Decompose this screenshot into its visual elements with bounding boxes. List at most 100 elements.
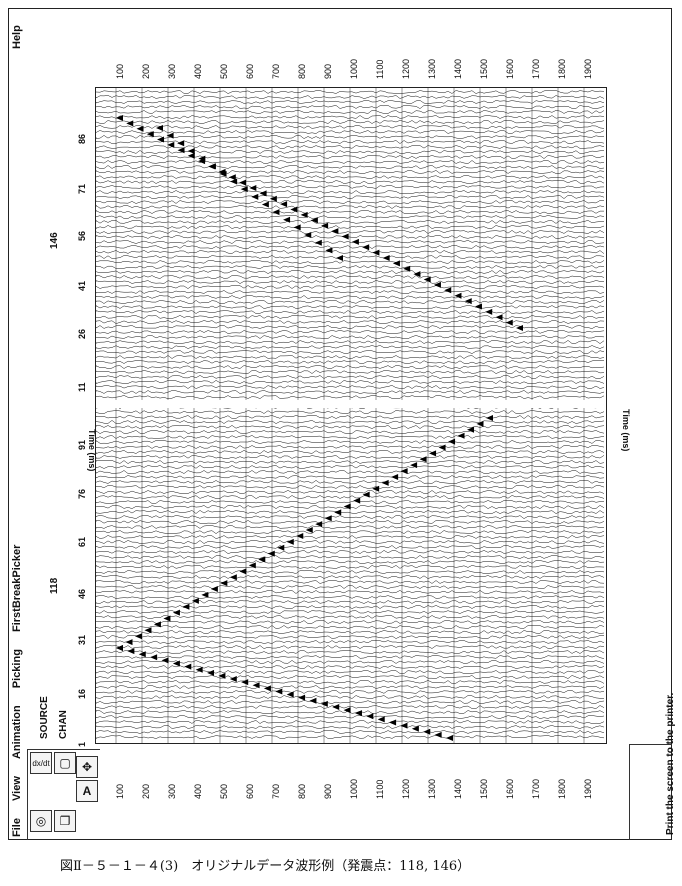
time-tick-label: 400	[193, 63, 203, 79]
event-wedge	[277, 544, 285, 551]
event-wedge	[476, 420, 484, 427]
channel-tick-label: 61	[77, 536, 87, 547]
figure-caption: 図Ⅱ－５－１－４(3) オリジナルデータ波形例（発震点：118, 146）	[60, 859, 471, 874]
seismic-traces	[96, 88, 606, 743]
seismic-trace	[96, 490, 605, 494]
channel-tick-label: 41	[77, 280, 87, 291]
menu-picking[interactable]: Picking	[11, 649, 23, 689]
seismic-trace	[96, 95, 605, 99]
event-wedge	[187, 147, 195, 154]
channel-tick-label: 1	[77, 741, 87, 747]
event-wedge	[177, 147, 185, 154]
time-tick-label: 100	[115, 63, 125, 79]
event-wedge	[495, 314, 503, 321]
menu-help[interactable]: Help	[11, 25, 23, 49]
event-wedge	[315, 521, 323, 528]
time-tick-label: 500	[219, 783, 229, 799]
seismic-trace	[96, 200, 604, 204]
event-wedge	[251, 193, 259, 200]
oscilloscope-icon[interactable]: ◎	[30, 810, 52, 832]
event-wedge	[377, 716, 385, 723]
seismic-trace	[96, 90, 605, 94]
event-wedge	[391, 473, 399, 480]
event-wedge	[372, 249, 380, 256]
event-wedge	[457, 432, 465, 439]
seismic-trace	[96, 375, 605, 379]
event-wedge	[241, 679, 249, 686]
menu-file[interactable]: File	[11, 818, 23, 837]
event-wedge	[146, 131, 154, 138]
seismic-trace	[96, 625, 605, 629]
event-wedge	[229, 574, 237, 581]
zoom-box-icon[interactable]: ▢	[54, 752, 76, 774]
move-cross-icon[interactable]: ✥	[76, 756, 98, 778]
event-wedge	[354, 710, 362, 717]
event-wedge	[320, 700, 328, 707]
seismic-trace	[96, 350, 605, 354]
time-tick-label: 200	[141, 63, 151, 79]
seismic-trace	[96, 305, 605, 309]
section-separator	[96, 400, 606, 408]
event-wedge	[275, 688, 283, 695]
seismic-trace	[96, 635, 604, 639]
menu-view[interactable]: View	[11, 776, 23, 801]
seismic-trace	[96, 470, 605, 474]
event-wedge	[325, 247, 333, 254]
event-wedge	[324, 515, 332, 522]
seismic-trace	[96, 675, 605, 679]
seismic-trace	[96, 550, 605, 554]
event-wedge	[172, 660, 180, 667]
event-wedge	[269, 195, 277, 202]
event-wedge	[272, 209, 280, 216]
event-wedge	[505, 319, 513, 326]
seismic-trace	[96, 685, 605, 689]
event-wedge	[392, 260, 400, 267]
event-wedge	[167, 141, 175, 148]
event-wedge	[144, 627, 152, 634]
seismic-trace	[96, 250, 605, 254]
seismic-trace	[96, 495, 605, 499]
seismic-trace	[96, 395, 605, 399]
time-tick-label: 800	[297, 63, 307, 79]
time-tick-label: 1300	[427, 58, 437, 79]
source-b-value: 146	[49, 232, 60, 249]
copy-windows-icon[interactable]: ❐	[54, 810, 76, 832]
seismic-trace	[96, 270, 605, 274]
channel-tick-label: 71	[77, 183, 87, 194]
event-wedge	[259, 190, 267, 197]
event-wedge	[343, 707, 351, 714]
seismic-trace	[96, 310, 605, 314]
channel-tick-label: 76	[77, 488, 87, 499]
event-wedge	[182, 603, 190, 610]
channel-tick-label: 86	[77, 133, 87, 144]
seismic-trace	[96, 540, 605, 544]
source-label: SOURCE	[39, 696, 50, 739]
seismic-trace	[96, 140, 605, 144]
seismic-trace	[96, 185, 605, 189]
seismic-trace	[96, 280, 605, 284]
event-wedge	[239, 568, 247, 575]
menu-firstbreak[interactable]: FirstBreakPicker	[11, 544, 23, 633]
time-tick-label: 1500	[479, 58, 489, 79]
event-wedge	[362, 244, 370, 251]
event-wedge	[372, 485, 380, 492]
menu-animation[interactable]: Animation	[11, 705, 23, 760]
event-wedge	[286, 691, 294, 698]
seismic-trace	[96, 705, 605, 709]
dx-dt-icon[interactable]: dx/dt	[30, 752, 52, 774]
seismic-trace	[96, 295, 605, 299]
event-wedge	[444, 287, 452, 294]
event-wedge	[239, 179, 247, 186]
event-wedge	[195, 666, 203, 673]
event-wedge	[267, 550, 275, 557]
time-tick-label: 1300	[427, 778, 437, 799]
seismic-trace	[96, 455, 605, 459]
event-wedge	[261, 201, 269, 208]
time-tick-label: 1600	[505, 58, 515, 79]
event-wedge	[191, 597, 199, 604]
channel-tick-label: 16	[77, 688, 87, 699]
seismic-trace	[96, 360, 605, 364]
text-a-icon[interactable]: A	[76, 780, 98, 802]
seismic-trace	[96, 720, 605, 724]
seismic-trace	[96, 650, 605, 654]
